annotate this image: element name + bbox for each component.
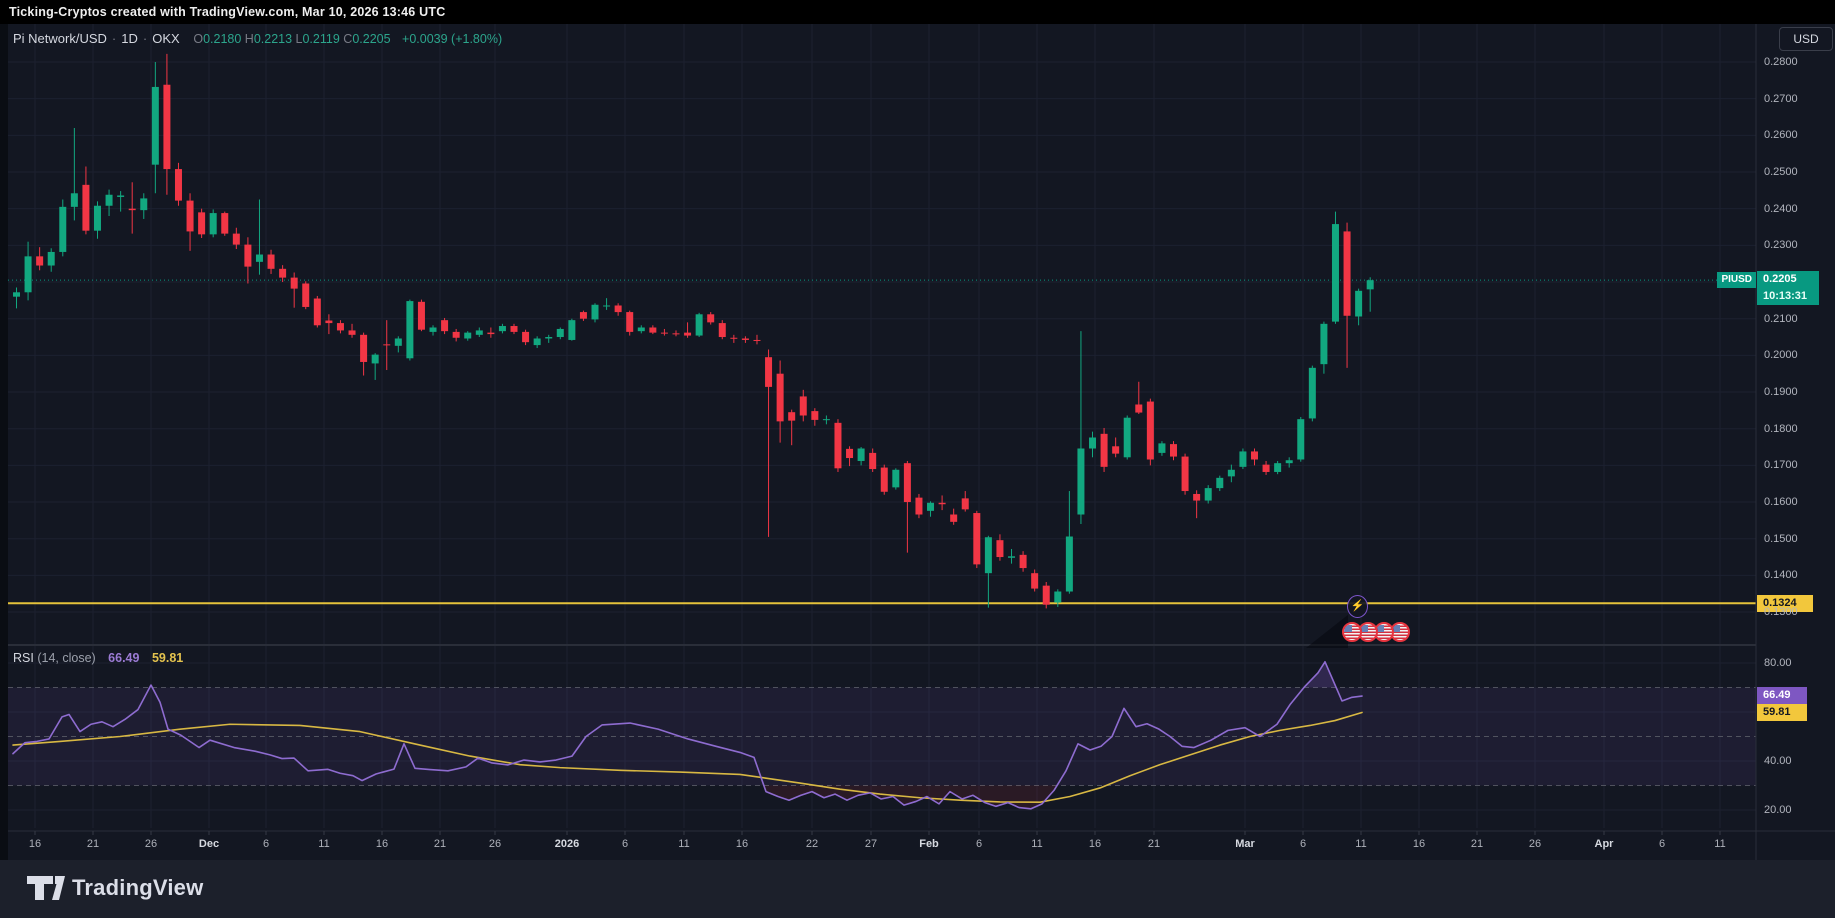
time-axis-label: 27 [864, 838, 878, 850]
time-axis-label: 6 [1658, 838, 1666, 850]
close-label: C [343, 32, 353, 46]
price-tick-label: 0.1900 [1764, 386, 1798, 399]
time-axis-label: 6 [262, 838, 270, 850]
high-label: H [244, 32, 254, 46]
time-axis-label: 26 [488, 838, 502, 850]
rsi-value-badge: 66.49 [1757, 687, 1807, 704]
rsi-tick-label: 20.00 [1764, 804, 1792, 816]
price-tick-label: 0.2800 [1764, 56, 1798, 68]
us-flag-event-icon[interactable] [1374, 622, 1394, 642]
time-axis-label: 26 [144, 838, 158, 850]
rsi-ma-value-badge: 59.81 [1757, 704, 1807, 721]
time-axis-label: 6 [621, 838, 629, 850]
time-axis-label: Dec [198, 838, 220, 850]
title-bar: Ticking-Cryptos created with TradingView… [0, 0, 1835, 24]
rsi-tick-label: 40.00 [1764, 755, 1792, 767]
price-tick-label: 0.2500 [1764, 166, 1798, 178]
time-axis-label: 26 [1528, 838, 1542, 850]
time-axis-label: 11 [678, 838, 690, 850]
current-price-badge: 0.2205 [1757, 271, 1819, 288]
time-axis-label: Feb [919, 838, 939, 850]
lightning-event-icon[interactable]: ⚡ [1347, 595, 1368, 618]
left-margin-strip [0, 24, 8, 860]
price-tick-label: 0.1400 [1764, 569, 1798, 582]
open-label: O [193, 32, 204, 46]
time-axis-label: 16 [28, 838, 42, 850]
symbol-legend: Pi Network/USD · 1D · OKX O0.2180 H0.2213 L0… [13, 31, 502, 46]
time-axis-label: 21 [1470, 838, 1484, 850]
time-axis-label: 16 [375, 838, 389, 850]
price-tick-label: 0.2600 [1764, 129, 1798, 142]
low-label: L [295, 32, 303, 46]
us-flag-event-icon[interactable] [1342, 622, 1362, 642]
price-tick-label: 0.1600 [1764, 496, 1798, 509]
legend-separator: · [142, 31, 148, 46]
time-axis-label: 16 [1412, 838, 1426, 850]
price-tick-label: 0.1300 [1764, 606, 1798, 619]
price-tick-label: 0.2300 [1764, 239, 1798, 252]
low-value: 0.2119 [302, 32, 340, 46]
price-tick-label: 0.1800 [1764, 422, 1798, 435]
price-tick-label: 0.2700 [1764, 92, 1798, 105]
support-level-badge: 0.1324 [1757, 595, 1813, 612]
legend-separator: · [111, 31, 117, 46]
time-axis-label: 11 [1355, 838, 1367, 850]
tradingview-logo-icon[interactable] [27, 876, 67, 900]
time-axis-label: 16 [1088, 838, 1102, 850]
high-value: 0.2213 [253, 32, 293, 46]
time-axis-label: 6 [975, 838, 983, 850]
time-axis-label: 11 [1031, 838, 1043, 850]
symbol-price-tag: PIUSD [1717, 272, 1756, 288]
open-value: 0.2180 [203, 32, 242, 46]
rsi-params: (14, close) [37, 651, 96, 665]
time-axis-label: 16 [735, 838, 749, 850]
price-tick-label: 0.1700 [1764, 459, 1798, 472]
currency-toggle-button[interactable]: USD [1779, 27, 1833, 51]
price-tick-label: 0.2400 [1764, 202, 1798, 215]
time-axis-label: Apr [1594, 838, 1614, 850]
rsi-value: 66.49 [108, 651, 140, 665]
time-axis-label: 11 [318, 838, 330, 850]
time-axis-label: 2026 [554, 838, 580, 850]
time-axis-label: 21 [86, 838, 100, 850]
rsi-tick-label: 80.00 [1764, 657, 1792, 669]
rsi-label[interactable]: RSI [13, 651, 34, 665]
bar-countdown-badge: 10:13:31 [1757, 288, 1819, 305]
exchange-label: OKX [152, 31, 180, 46]
symbol-name[interactable]: Pi Network/USD [13, 31, 107, 46]
footer-bar: TradingView [0, 860, 1835, 918]
rsi-ma-value: 59.81 [151, 651, 184, 665]
time-axis-label: 6 [1299, 838, 1307, 850]
time-axis-label: 22 [805, 838, 819, 850]
price-tick-label: 0.2000 [1764, 349, 1798, 362]
price-tick-label: 0.1500 [1764, 532, 1798, 545]
price-tick-label: 0.2100 [1764, 312, 1798, 325]
close-value: 0.2205 [352, 32, 391, 46]
time-axis-label: 21 [1147, 838, 1161, 850]
tradingview-wordmark[interactable]: TradingView [72, 875, 204, 900]
change-value: +0.0039 (+1.80%) [402, 32, 503, 46]
time-axis-label: Mar [1235, 838, 1255, 850]
time-axis-label: 11 [1714, 838, 1726, 850]
rsi-legend: RSI (14, close) 66.49 59.81 [13, 651, 183, 665]
interval-label[interactable]: 1D [121, 31, 138, 46]
time-axis-label: 21 [433, 838, 447, 850]
